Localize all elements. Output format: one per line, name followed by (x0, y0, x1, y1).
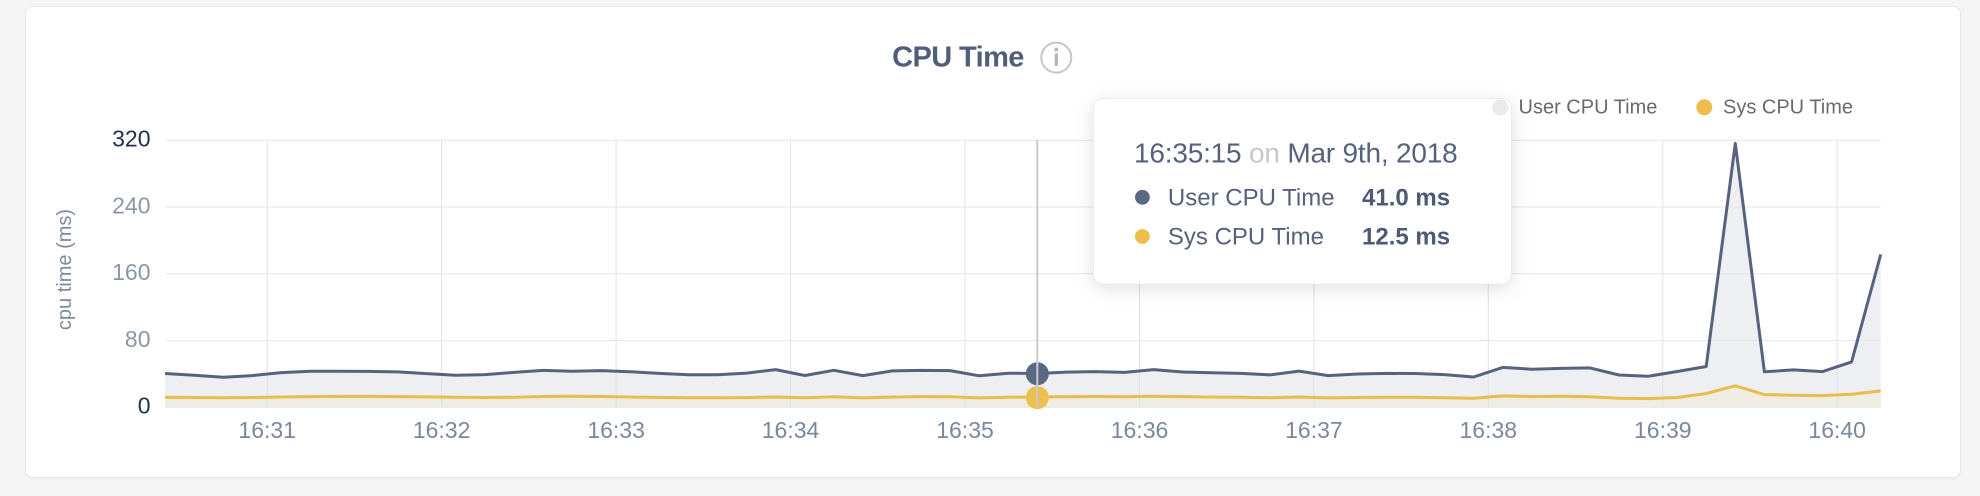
svg-text:16:39: 16:39 (1634, 417, 1692, 443)
svg-text:16:40: 16:40 (1808, 417, 1866, 443)
svg-text:User CPU Time: User CPU Time (1168, 185, 1335, 212)
svg-text:160: 160 (112, 259, 150, 285)
svg-text:16:35: 16:35 (936, 417, 994, 443)
svg-text:16:38: 16:38 (1460, 417, 1518, 443)
svg-text:16:36: 16:36 (1111, 417, 1169, 443)
svg-text:16:33: 16:33 (587, 417, 645, 443)
svg-text:240: 240 (112, 192, 150, 218)
svg-text:16:31: 16:31 (238, 417, 296, 443)
svg-text:Sys CPU Time: Sys CPU Time (1723, 97, 1853, 119)
svg-text:12.5 ms: 12.5 ms (1362, 224, 1450, 251)
svg-text:16:34: 16:34 (762, 417, 820, 443)
svg-text:0: 0 (138, 393, 151, 419)
svg-text:16:35:15 on Mar 9th, 2018: 16:35:15 on Mar 9th, 2018 (1134, 138, 1458, 169)
svg-text:CPU Time: CPU Time (892, 42, 1024, 74)
svg-text:cpu time (ms): cpu time (ms) (54, 209, 76, 330)
svg-text:User CPU Time: User CPU Time (1519, 97, 1658, 119)
svg-text:Sys CPU Time: Sys CPU Time (1168, 224, 1324, 251)
svg-text:16:32: 16:32 (413, 417, 471, 443)
svg-text:80: 80 (125, 326, 151, 352)
svg-text:16:37: 16:37 (1285, 417, 1343, 443)
svg-text:320: 320 (112, 126, 150, 152)
svg-text:41.0 ms: 41.0 ms (1362, 185, 1450, 212)
